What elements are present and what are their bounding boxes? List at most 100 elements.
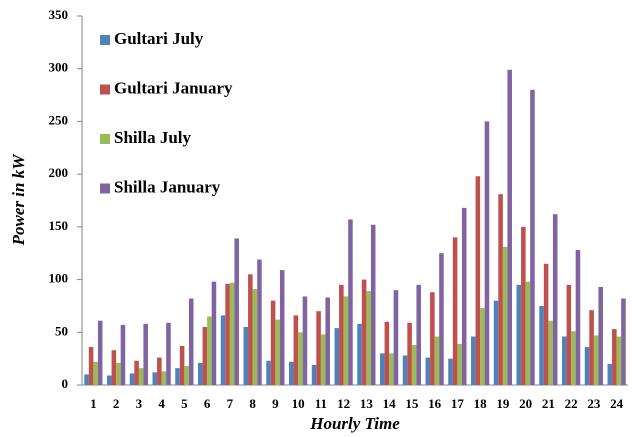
bar xyxy=(416,284,421,385)
legend-swatch xyxy=(100,84,110,95)
x-tick-label: 5 xyxy=(181,396,188,411)
bar xyxy=(320,334,326,385)
bar xyxy=(202,327,208,385)
x-tick-label: 19 xyxy=(496,396,510,411)
bar xyxy=(325,297,330,385)
bar xyxy=(334,328,340,385)
bar xyxy=(452,237,458,385)
x-tick-label: 24 xyxy=(610,396,624,411)
x-tick-label: 22 xyxy=(565,396,578,411)
bar xyxy=(425,357,431,385)
x-tick-label: 2 xyxy=(113,396,120,411)
bar xyxy=(384,321,390,385)
bar xyxy=(402,355,408,385)
y-tick-label: 250 xyxy=(49,112,69,127)
bar xyxy=(116,362,121,385)
bar xyxy=(270,300,276,385)
bar xyxy=(584,347,590,385)
bar xyxy=(411,344,417,385)
bar xyxy=(407,322,412,385)
bar xyxy=(107,375,112,385)
bar xyxy=(370,224,376,385)
bar xyxy=(188,298,194,385)
bar xyxy=(198,362,203,385)
bar xyxy=(266,360,271,385)
x-tick-label: 4 xyxy=(158,396,165,411)
bar xyxy=(302,296,308,385)
legend-swatch xyxy=(100,183,110,194)
bar xyxy=(502,246,508,385)
legend-swatch xyxy=(100,134,110,144)
bar xyxy=(562,336,567,385)
bar xyxy=(552,214,558,385)
x-tick-label: 12 xyxy=(337,396,350,411)
bar xyxy=(357,323,362,385)
bar xyxy=(279,270,285,385)
bar xyxy=(461,207,467,385)
bar xyxy=(275,319,280,385)
bar xyxy=(129,373,135,385)
x-tick-label: 16 xyxy=(428,396,442,411)
y-tick-label: 100 xyxy=(49,271,69,286)
x-tick-label: 18 xyxy=(474,396,488,411)
bar xyxy=(566,284,572,385)
y-tick-label: 150 xyxy=(49,218,69,233)
bar xyxy=(161,371,167,385)
bar xyxy=(138,368,144,385)
bar xyxy=(298,332,303,385)
y-tick-label: 200 xyxy=(49,165,69,180)
bar xyxy=(152,372,158,385)
bar xyxy=(84,374,89,385)
bar xyxy=(493,300,499,385)
bar xyxy=(571,331,576,385)
bar xyxy=(430,292,435,385)
y-tick-label: 300 xyxy=(49,60,69,75)
bar xyxy=(207,316,212,385)
bar xyxy=(339,284,344,385)
bar xyxy=(616,336,622,385)
bar xyxy=(498,194,503,385)
bar xyxy=(434,336,440,385)
bar xyxy=(311,364,317,385)
x-axis-title: Hourly Time xyxy=(309,414,400,433)
bar xyxy=(120,324,126,385)
bar xyxy=(516,284,522,385)
x-tick-label: 13 xyxy=(360,396,374,411)
bar xyxy=(175,368,180,385)
x-tick-label: 11 xyxy=(315,396,327,411)
bar xyxy=(252,289,258,385)
x-tick-label: 14 xyxy=(383,396,397,411)
bar xyxy=(543,263,549,385)
bar xyxy=(548,320,553,385)
bar xyxy=(343,296,349,385)
bar xyxy=(448,358,453,385)
bar xyxy=(211,281,217,385)
bar xyxy=(184,366,189,385)
legend-label: Gultari January xyxy=(114,78,233,97)
bar xyxy=(471,336,476,385)
bar xyxy=(507,69,512,386)
x-tick-label: 3 xyxy=(136,396,143,411)
bar xyxy=(607,363,613,385)
bar xyxy=(289,361,294,385)
bar xyxy=(143,323,148,385)
x-tick-label: 6 xyxy=(204,396,211,411)
bar xyxy=(348,219,353,385)
x-tick-label: 10 xyxy=(292,396,305,411)
bar xyxy=(157,357,162,385)
x-tick-label: 20 xyxy=(519,396,532,411)
bar xyxy=(220,315,226,385)
bar xyxy=(229,282,235,385)
bar xyxy=(389,353,394,385)
bar xyxy=(393,290,399,385)
bar xyxy=(134,360,139,385)
bar xyxy=(593,335,599,385)
bar xyxy=(366,291,371,385)
bar xyxy=(439,253,444,385)
bar xyxy=(612,329,617,385)
bar xyxy=(316,311,321,385)
bar xyxy=(88,347,94,385)
bar xyxy=(475,176,481,385)
bar xyxy=(234,238,239,385)
